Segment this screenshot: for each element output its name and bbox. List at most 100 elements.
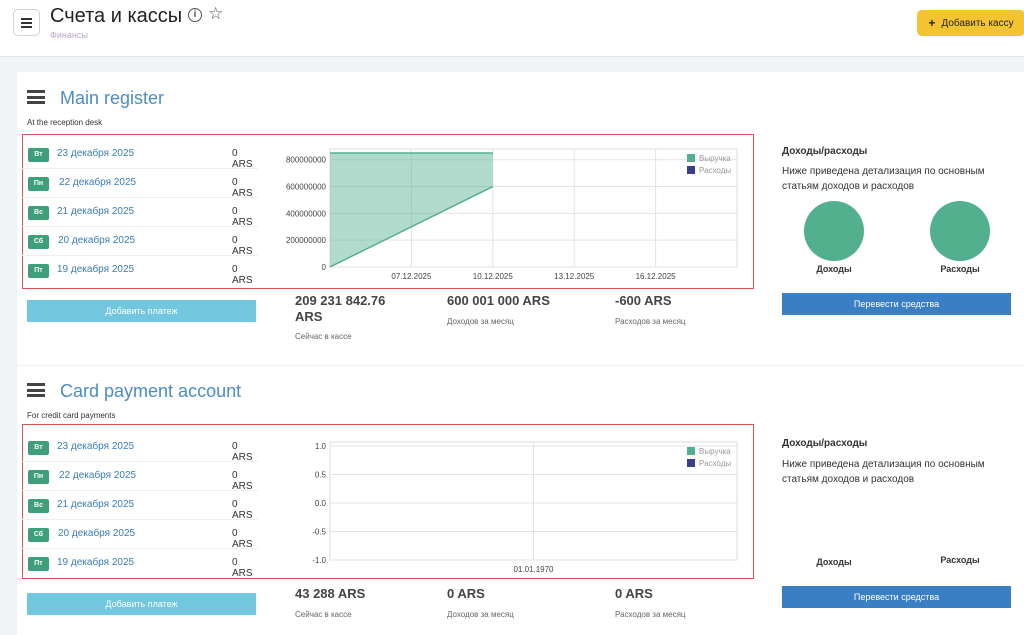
- list-item[interactable]: Пн 22 декабря 2025 0 ARS: [22, 462, 258, 492]
- amount: 0 ARS: [232, 264, 253, 286]
- add-register-label: Добавить кассу: [941, 17, 1014, 29]
- x-tick-label: 13.12.2025: [554, 272, 595, 281]
- highlight-box: [22, 424, 754, 579]
- date-link[interactable]: 22 декабря 2025: [59, 470, 137, 481]
- income-label: Доходы: [816, 557, 852, 567]
- register-menu-icon[interactable]: [27, 383, 45, 397]
- list-item[interactable]: Пт 19 декабря 2025 0 ARS: [22, 549, 258, 579]
- current-balance: 209 231 842.76 ARS: [295, 293, 386, 324]
- day-badge: Пт: [28, 557, 49, 571]
- amount: 0 ARS: [232, 235, 253, 257]
- date-link[interactable]: 22 декабря 2025: [59, 177, 137, 188]
- list-item[interactable]: Сб 20 декабря 2025 0 ARS: [22, 520, 258, 550]
- transfer-funds-button[interactable]: Перевести средства: [782, 586, 1011, 608]
- monthly-income-label: Доходов за месяц: [447, 610, 514, 619]
- monthly-expense-label: Расходов за месяц: [615, 610, 686, 619]
- date-link[interactable]: 23 декабря 2025: [57, 148, 135, 159]
- legend-label: Расходы: [699, 166, 731, 175]
- register-subtitle: For credit card payments: [27, 411, 116, 420]
- y-tick-label: 800000000: [286, 156, 327, 165]
- x-tick-label: 10.12.2025: [473, 272, 514, 281]
- list-item[interactable]: Вт 23 декабря 2025 0 ARS: [22, 140, 258, 170]
- legend-swatch: [687, 459, 695, 467]
- amount: 0 ARS: [232, 177, 253, 199]
- list-item[interactable]: Сб 20 декабря 2025 0 ARS: [22, 227, 258, 257]
- day-badge: Вт: [28, 148, 49, 162]
- current-balance-label: Сейчас в кассе: [295, 332, 352, 341]
- current-balance-label: Сейчас в кассе: [295, 610, 352, 619]
- amount: 0 ARS: [232, 148, 253, 170]
- day-badge: Сб: [28, 235, 49, 249]
- legend-swatch: [687, 154, 695, 162]
- cashflow-chart: 0 200000000 400000000 600000000 800000000 07.…: [286, 148, 738, 281]
- y-tick-label: 0: [322, 263, 327, 272]
- expense-pie: [930, 201, 990, 261]
- x-tick-label: 01.01.1970: [513, 565, 554, 574]
- page-title: Счета и кассы: [50, 5, 183, 27]
- legend-label: Расходы: [699, 459, 731, 468]
- legend-label: Выручка: [699, 154, 731, 163]
- plus-icon: +: [928, 16, 936, 30]
- list-item[interactable]: Вс 21 декабря 2025 0 ARS: [22, 198, 258, 228]
- expense-label: Расходы: [940, 264, 980, 274]
- date-link[interactable]: 20 декабря 2025: [58, 528, 136, 539]
- y-tick-label: 1.0: [315, 442, 327, 451]
- legend-swatch: [687, 447, 695, 455]
- current-balance: 43 288 ARS: [295, 586, 366, 601]
- y-tick-label: 0.5: [315, 471, 327, 480]
- hamburger-icon: [21, 21, 32, 24]
- registers-card: Main register At the reception desk Вт 23…: [17, 72, 1024, 635]
- monthly-income: 600 001 000 ARS: [447, 293, 550, 308]
- register-menu-icon[interactable]: [27, 90, 45, 104]
- amount: 0 ARS: [232, 206, 253, 228]
- monthly-expense-label: Расходов за месяц: [615, 317, 686, 326]
- list-item[interactable]: Вс 21 декабря 2025 0 ARS: [22, 491, 258, 521]
- legend-swatch: [687, 166, 695, 174]
- add-payment-button[interactable]: Добавить платеж: [27, 593, 256, 615]
- list-item[interactable]: Пн 22 декабря 2025 0 ARS: [22, 169, 258, 199]
- register-subtitle: At the reception desk: [27, 118, 103, 127]
- amount: 0 ARS: [232, 499, 253, 521]
- date-link[interactable]: 23 декабря 2025: [57, 441, 135, 452]
- date-link[interactable]: 20 декабря 2025: [58, 235, 136, 246]
- monthly-income: 0 ARS: [447, 586, 485, 601]
- add-payment-button[interactable]: Добавить платеж: [27, 300, 256, 322]
- y-tick-label: 400000000: [286, 209, 327, 218]
- transfer-funds-button[interactable]: Перевести средства: [782, 293, 1011, 315]
- date-link[interactable]: 19 декабря 2025: [57, 264, 135, 275]
- income-expense-title: Доходы/расходы: [782, 438, 868, 449]
- monthly-income-label: Доходов за месяц: [447, 317, 514, 326]
- y-tick-label: -0.5: [312, 528, 326, 537]
- amount: 0 ARS: [232, 557, 253, 579]
- amount: 0 ARS: [232, 441, 253, 463]
- monthly-expense: 0 ARS: [615, 586, 653, 601]
- info-icon[interactable]: i: [188, 8, 202, 22]
- date-link[interactable]: 19 декабря 2025: [57, 557, 135, 568]
- list-item[interactable]: Вт 23 декабря 2025 0 ARS: [22, 433, 258, 463]
- list-item[interactable]: Пт 19 декабря 2025 0 ARS: [22, 256, 258, 286]
- day-badge: Пн: [28, 177, 49, 191]
- series-area-revenue: [330, 153, 493, 267]
- day-badge: Пн: [28, 470, 49, 484]
- y-tick-label: 600000000: [286, 183, 327, 192]
- date-link[interactable]: 21 декабря 2025: [57, 499, 135, 510]
- star-icon[interactable]: ☆: [208, 4, 224, 23]
- income-expense-desc: Ниже приведена детализация по основным с…: [782, 166, 985, 192]
- day-badge: Сб: [28, 528, 49, 542]
- breadcrumb[interactable]: Финансы: [50, 30, 88, 40]
- day-badge: Пт: [28, 264, 49, 278]
- menu-toggle-button[interactable]: [13, 9, 40, 36]
- date-list: Вт 23 декабря 2025 0 ARS Пн 22 декабря 2025…: [22, 140, 258, 286]
- day-badge: Вт: [28, 441, 49, 455]
- add-register-button[interactable]: + Добавить кассу: [917, 10, 1024, 36]
- y-tick-label: 200000000: [286, 236, 327, 245]
- x-tick-label: 16.12.2025: [636, 272, 677, 281]
- amount: 0 ARS: [232, 470, 253, 492]
- highlight-box: [22, 134, 754, 289]
- amount: 0 ARS: [232, 528, 253, 550]
- x-tick-label: 07.12.2025: [391, 272, 432, 281]
- date-link[interactable]: 21 декабря 2025: [57, 206, 135, 217]
- date-list: Вт 23 декабря 2025 0 ARS Пн 22 декабря 2025…: [22, 433, 258, 579]
- day-badge: Вс: [28, 499, 49, 513]
- income-expense-desc: Ниже приведена детализация по основным с…: [782, 459, 985, 485]
